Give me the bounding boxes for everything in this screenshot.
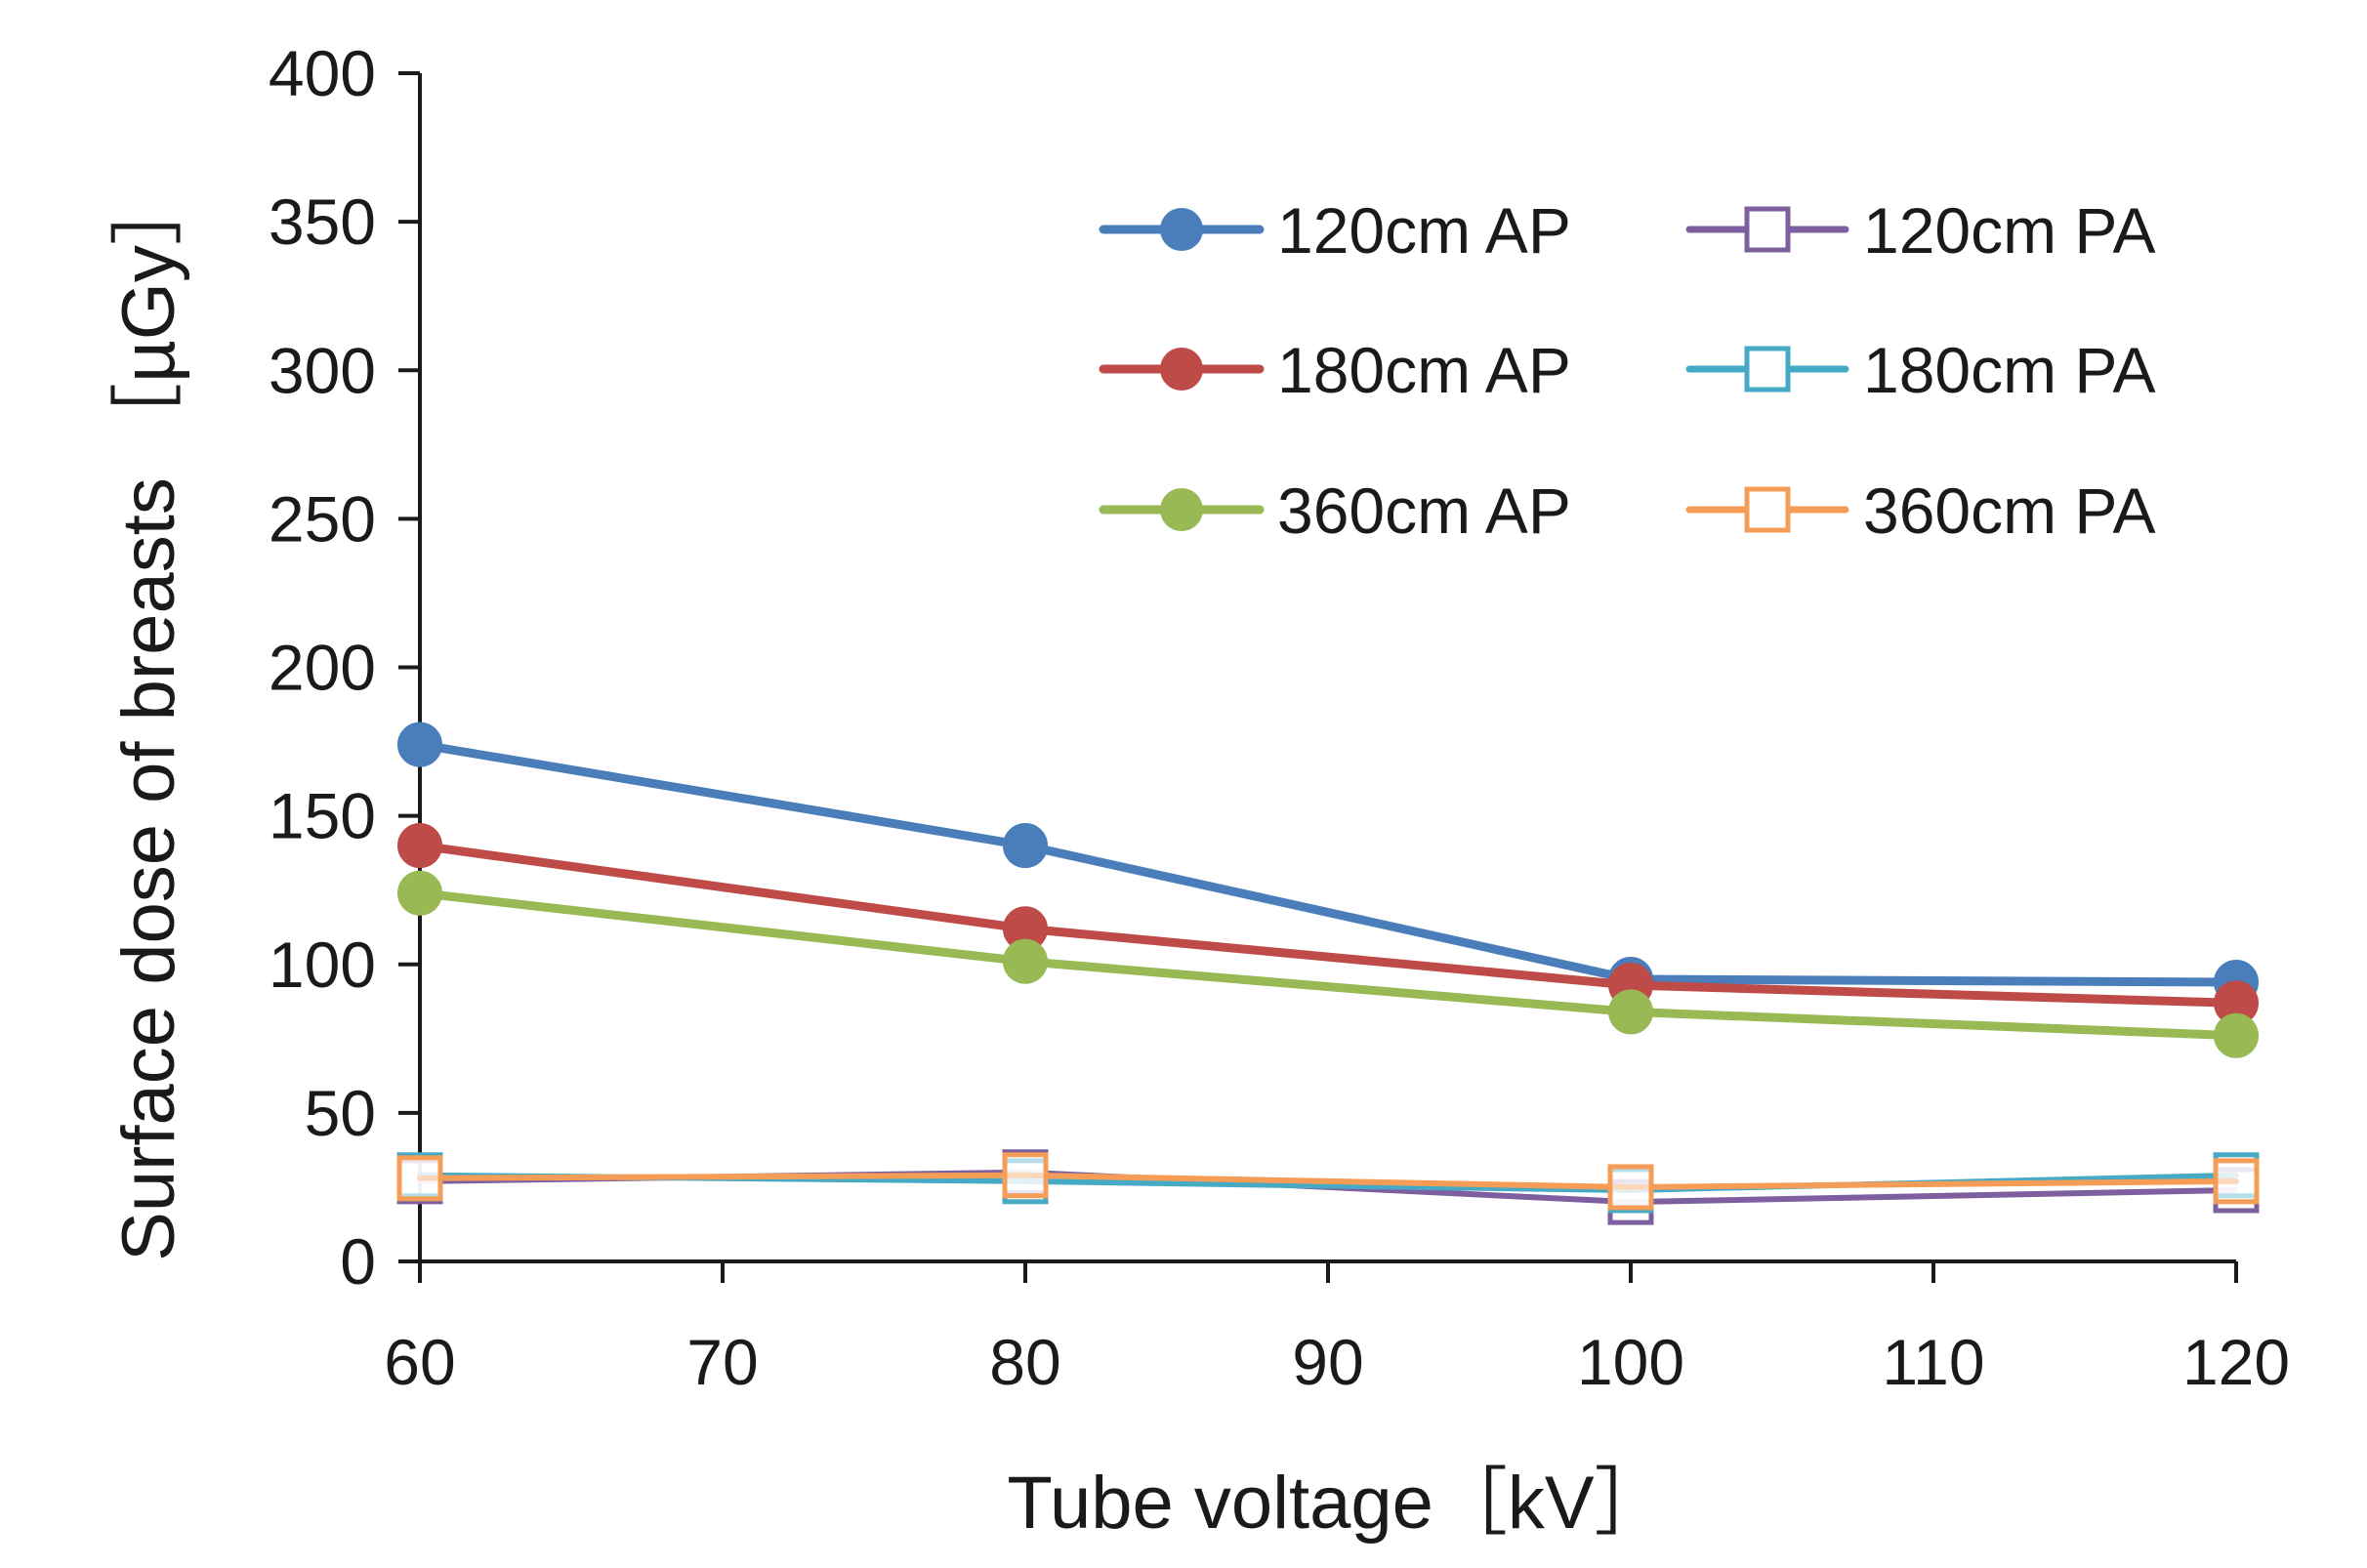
series-group: [396, 722, 2260, 1225]
legend-item: 360cm PA: [1685, 475, 2156, 547]
legend-label: 360cm PA: [1863, 475, 2156, 547]
legend: 120cm AP 180cm AP 360cm AP 120cm PA 180cm PA…: [1099, 194, 2156, 547]
legend-item: 120cm AP: [1099, 194, 1571, 267]
data-point: [2213, 1158, 2260, 1205]
y-tick-label: 50: [305, 1077, 376, 1149]
legend-item: 120cm PA: [1685, 194, 2156, 267]
data-point: [2214, 1012, 2259, 1058]
legend-item: 180cm AP: [1099, 334, 1571, 406]
x-tick-label: 110: [1882, 1326, 1984, 1398]
legend-item: 180cm PA: [1685, 334, 2156, 406]
data-point: [396, 1155, 443, 1202]
series-line: [415, 888, 2241, 1041]
x-tick-label: 70: [686, 1326, 758, 1398]
y-tick-label: 150: [269, 780, 376, 852]
data-point: [1608, 989, 1653, 1035]
data-point: [1003, 823, 1048, 869]
data-point: [1002, 1152, 1049, 1199]
legend-label: 180cm AP: [1277, 334, 1571, 406]
y-tick-label: 300: [269, 334, 376, 406]
data-point: [1607, 1164, 1654, 1211]
legend-label: 180cm PA: [1863, 334, 2156, 406]
series-120cm-ap: [397, 722, 2259, 1006]
legend-marker: [1744, 486, 1791, 533]
x-axis-title: Tube voltage［kV］: [1007, 1462, 1668, 1545]
legend-marker: [1744, 346, 1791, 392]
legend-marker: [1160, 348, 1203, 391]
legend-label: 360cm AP: [1277, 475, 1571, 547]
data-point: [397, 722, 442, 767]
y-axis-title: Surface dose of breasts ［µGy］: [107, 171, 190, 1261]
legend-item: 360cm AP: [1099, 475, 1571, 547]
series-line: [415, 740, 2241, 987]
legend-label: 120cm PA: [1863, 194, 2156, 267]
legend-marker: [1744, 206, 1791, 253]
y-tick-label: 200: [269, 632, 376, 704]
y-tick-label: 0: [340, 1225, 376, 1298]
x-tick-label: 60: [384, 1326, 455, 1398]
y-tick-label: 400: [269, 37, 376, 109]
x-tick-label: 90: [1292, 1326, 1363, 1398]
series-360cm-ap: [397, 870, 2259, 1058]
series-line: [415, 841, 2241, 1008]
y-tick-label: 250: [269, 482, 376, 555]
legend-marker: [1160, 208, 1203, 251]
data-point: [397, 823, 442, 869]
series-line: [417, 1172, 2239, 1190]
series-360cm-pa: [396, 1152, 2260, 1211]
y-tick-label: 100: [269, 928, 376, 1001]
data-point: [397, 870, 442, 916]
x-tick-label: 100: [1577, 1326, 1684, 1398]
axes: 0 50 100 150 200 250 300 350 400 60 70 80 90 100 110 12…: [269, 37, 2290, 1398]
legend-label: 120cm AP: [1277, 194, 1571, 267]
y-tick-label: 350: [269, 186, 376, 258]
data-point: [1003, 938, 1048, 984]
x-tick-label: 80: [989, 1326, 1060, 1398]
legend-marker: [1160, 488, 1203, 531]
x-tick-label: 120: [2182, 1326, 2290, 1398]
